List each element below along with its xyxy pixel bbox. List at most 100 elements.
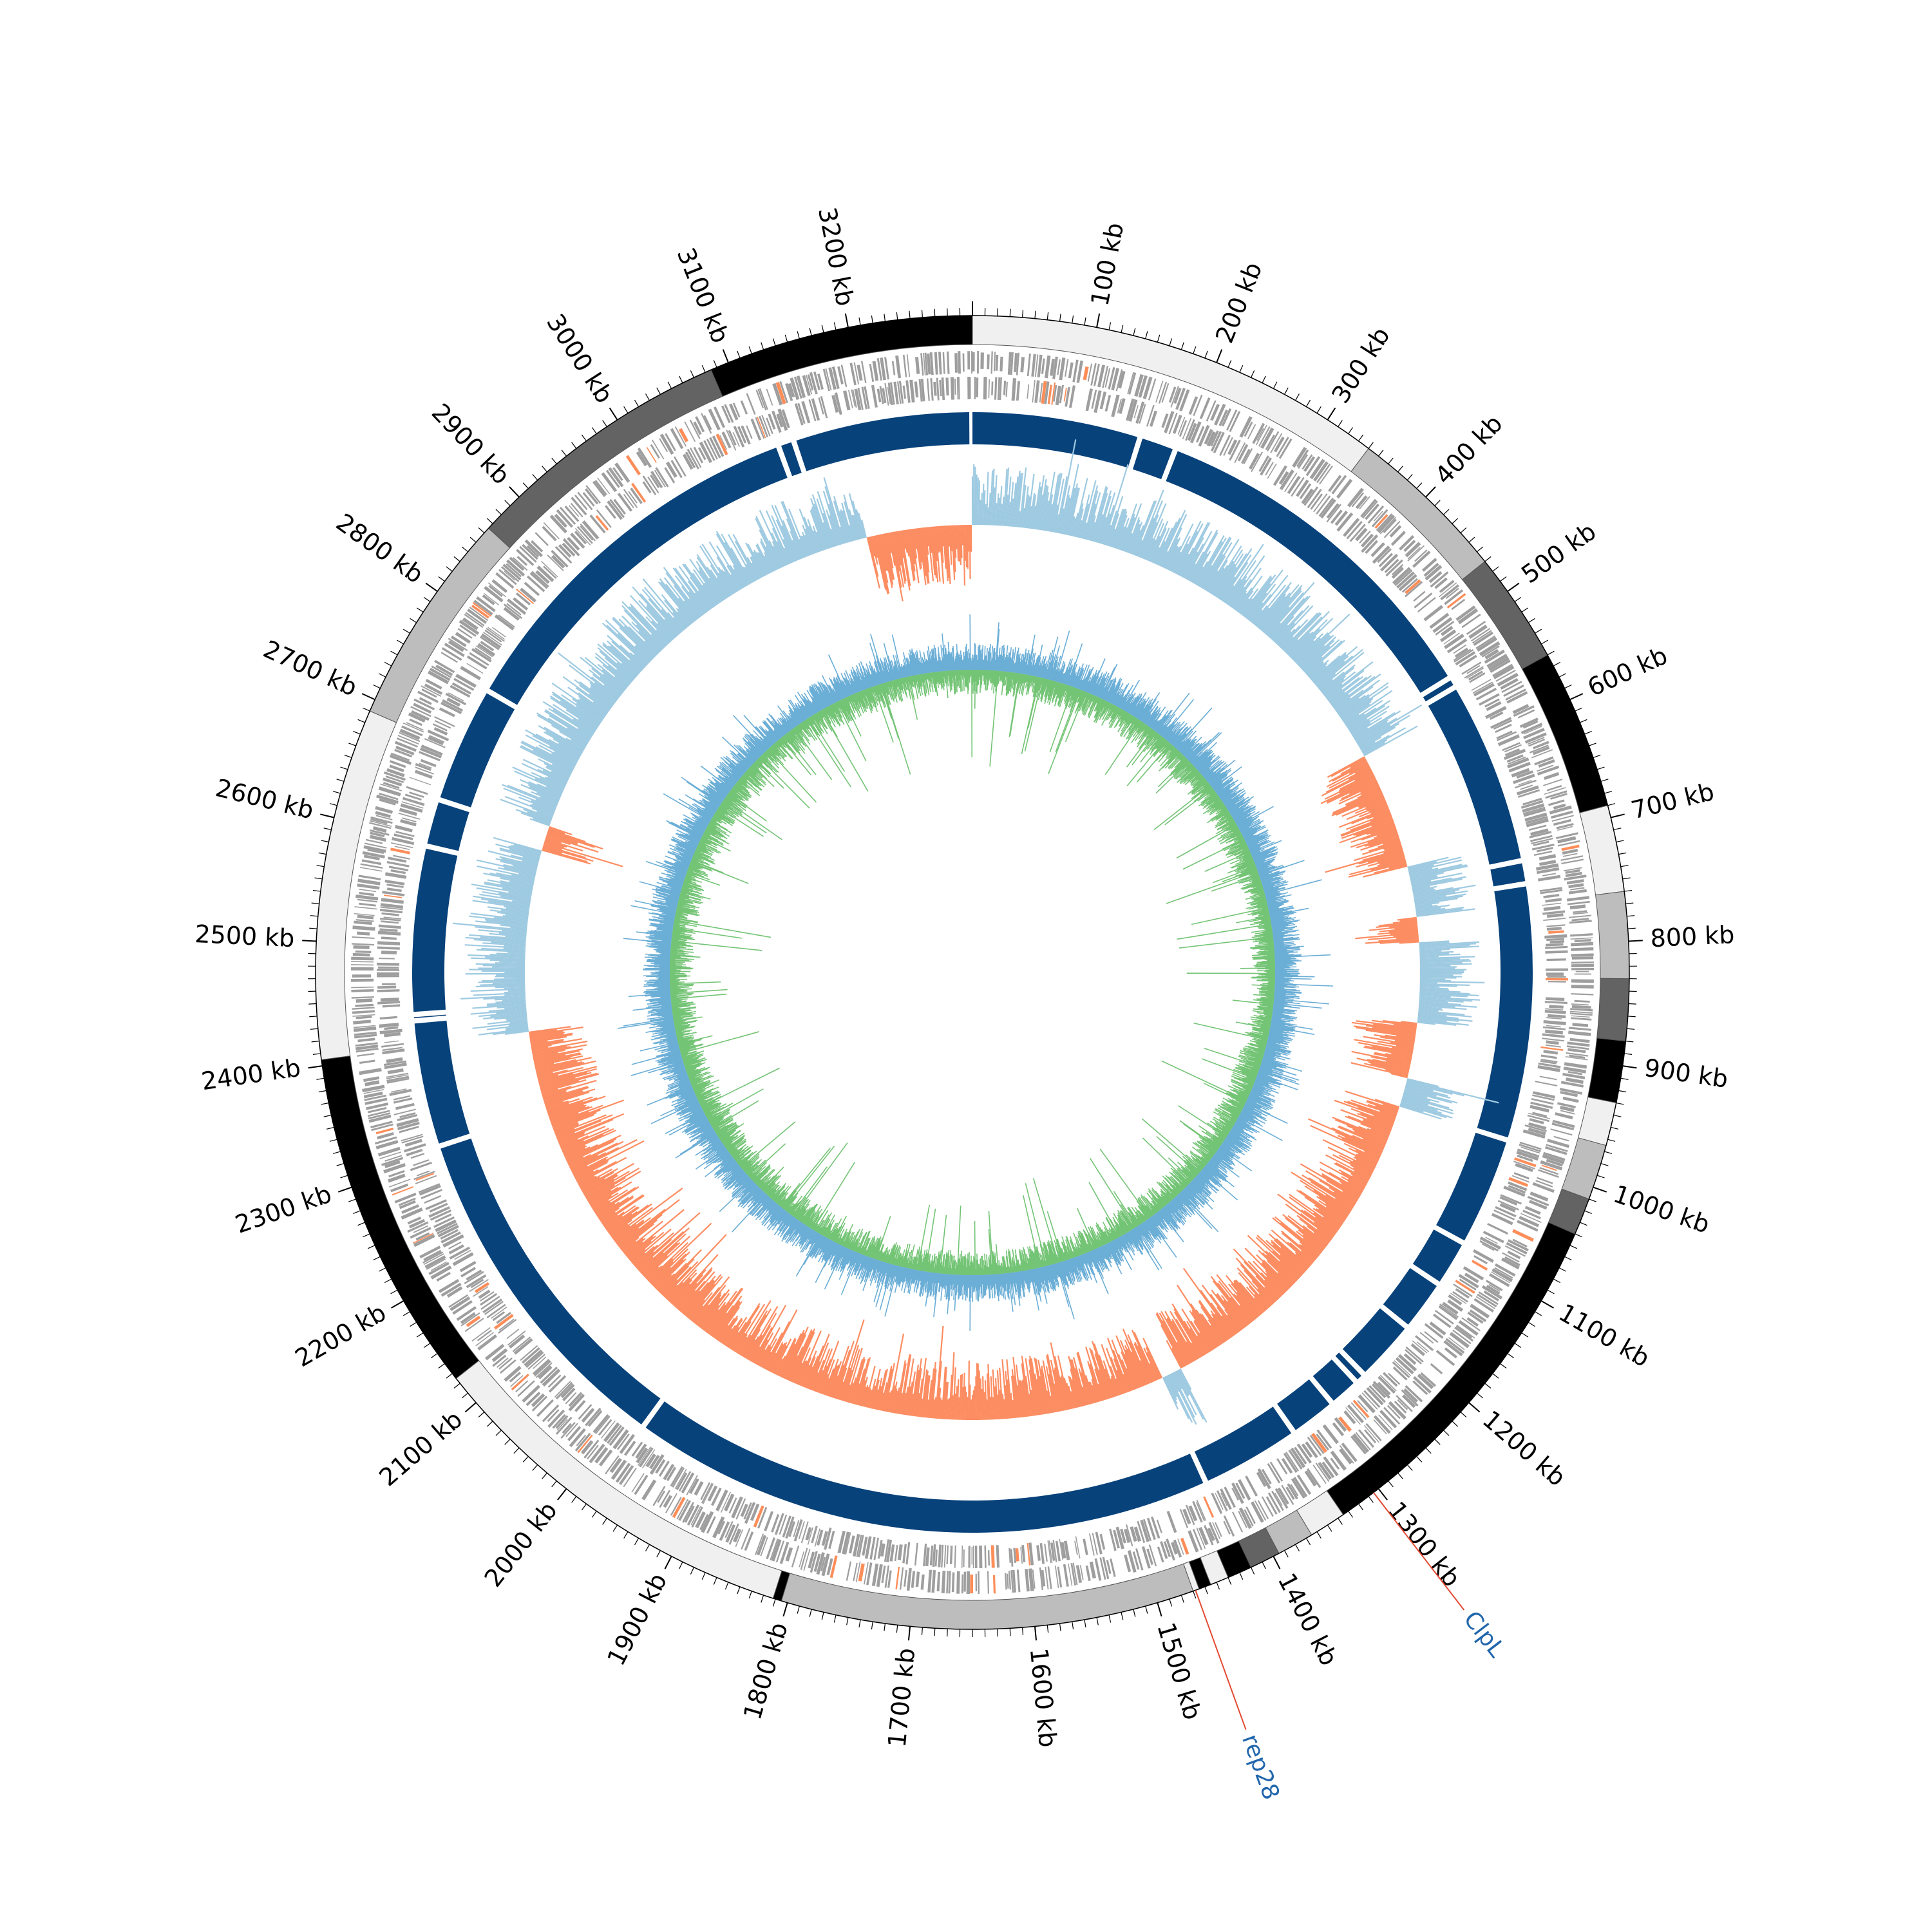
cds-feature [1567,1070,1583,1075]
cds-feature [1540,1060,1557,1065]
cds-feature [807,1527,813,1545]
cds-feature [737,426,747,444]
cds-feature [452,1252,474,1266]
cds-feature [482,594,495,605]
gc-bar-below [1346,811,1391,830]
cds-feature [1488,1283,1501,1292]
gc-bar-above [1166,1375,1177,1397]
gc-bar-below [1013,1375,1019,1418]
minor-tick [896,312,898,320]
cds-feature [386,1057,403,1063]
cds-feature [623,1441,636,1456]
gc-bar-above [532,803,555,813]
cds-feature [1540,1058,1558,1063]
gc-bar-below [739,1310,768,1356]
gc-bar-above [1321,664,1356,693]
cds-feature [576,1434,587,1446]
cds-feature [856,1534,862,1557]
cds-feature [1564,875,1587,881]
gc-bar-below [1368,934,1419,941]
gc-bar-above [801,531,812,556]
cds-feature [364,1094,387,1101]
gc-bar-below [1287,1215,1328,1247]
minor-tick [1553,1278,1561,1283]
cds-feature [555,1416,573,1435]
cds-feature [1296,449,1309,468]
gc-bar-above [1343,703,1370,723]
gc-bar-below [1374,1052,1412,1061]
gc-bar-below [623,1220,664,1254]
cds-feature [701,1511,714,1533]
cds-feature [1365,1423,1382,1441]
minor-tick [833,1615,837,1623]
minor-tick [1239,365,1244,373]
cds-feature [365,1097,388,1105]
cds-feature [1016,352,1020,375]
gc-bar-below [1347,1180,1364,1191]
gc-bar-below [744,1339,756,1358]
cds-feature [1331,475,1347,495]
cds-feature [1524,1206,1541,1215]
minor-tick [1180,342,1184,350]
tick-label-4: 400 kb [1430,410,1508,490]
gc-bar-below [1348,767,1371,781]
gc-bar-above [1258,596,1286,629]
cds-feature [1215,1522,1222,1537]
cds-feature [1120,1528,1126,1544]
major-tick [1378,1488,1388,1501]
cds-feature [357,1037,375,1043]
cds-feature [872,361,879,381]
gc-bar-below [937,526,941,552]
gc-bar-below [1155,1313,1186,1367]
gc-bar-below [1025,1358,1035,1416]
gc-bar-below [542,1090,567,1098]
cds-feature [1229,439,1241,461]
cds-feature [1290,1447,1306,1468]
gc-bar-above [1073,478,1088,537]
gc-bar-below [1170,1311,1199,1359]
cds-feature [902,385,907,399]
gc-bar-below [1324,774,1375,800]
cds-feature [397,1113,417,1122]
gc-bar-below [705,1291,737,1333]
cds-feature [1047,1566,1052,1589]
gc-bar-above [1418,1010,1465,1016]
minor-tick [336,779,345,782]
cds-feature [889,1544,895,1562]
gc-bar-above [1151,547,1160,564]
gc-bar-above [550,697,598,729]
gc-bar-below [530,1040,548,1045]
gc-bar-above [789,530,802,559]
cds-feature [524,1349,543,1367]
gc-bar-below [583,1175,618,1196]
gc-bar-below [1358,850,1404,865]
cds-feature [879,386,884,404]
cds-feature [574,495,588,510]
cds-feature [663,1464,675,1481]
cds-feature [408,712,426,723]
gc-bar-above [1307,662,1325,677]
gc-bar-above [1418,1009,1439,1012]
cds-feature [1109,1528,1117,1551]
cds-feature [1546,1025,1561,1028]
gc-bar-below [1379,1110,1397,1118]
cds-feature [1518,780,1532,786]
gc-bar-below [1087,1361,1101,1402]
gc-bar-above [1185,531,1213,580]
gc-bar-above [650,634,665,649]
minor-tick [1250,1567,1255,1575]
minor-tick [522,482,529,489]
gc-bar-below [1265,1273,1286,1293]
gc-bar-below [898,531,904,559]
gc-bar-above [618,618,657,657]
gc-bar-above [1417,1012,1447,1017]
cds-feature [1489,1273,1510,1287]
minor-tick [821,1612,824,1620]
cds-feature [359,891,375,896]
gc-bar-above [765,545,778,571]
cds-feature [984,1545,987,1568]
cds-feature [1355,495,1368,509]
gc-bar-above [1412,876,1467,888]
cds-feature [368,1114,392,1123]
gc-bar-above [724,542,750,585]
